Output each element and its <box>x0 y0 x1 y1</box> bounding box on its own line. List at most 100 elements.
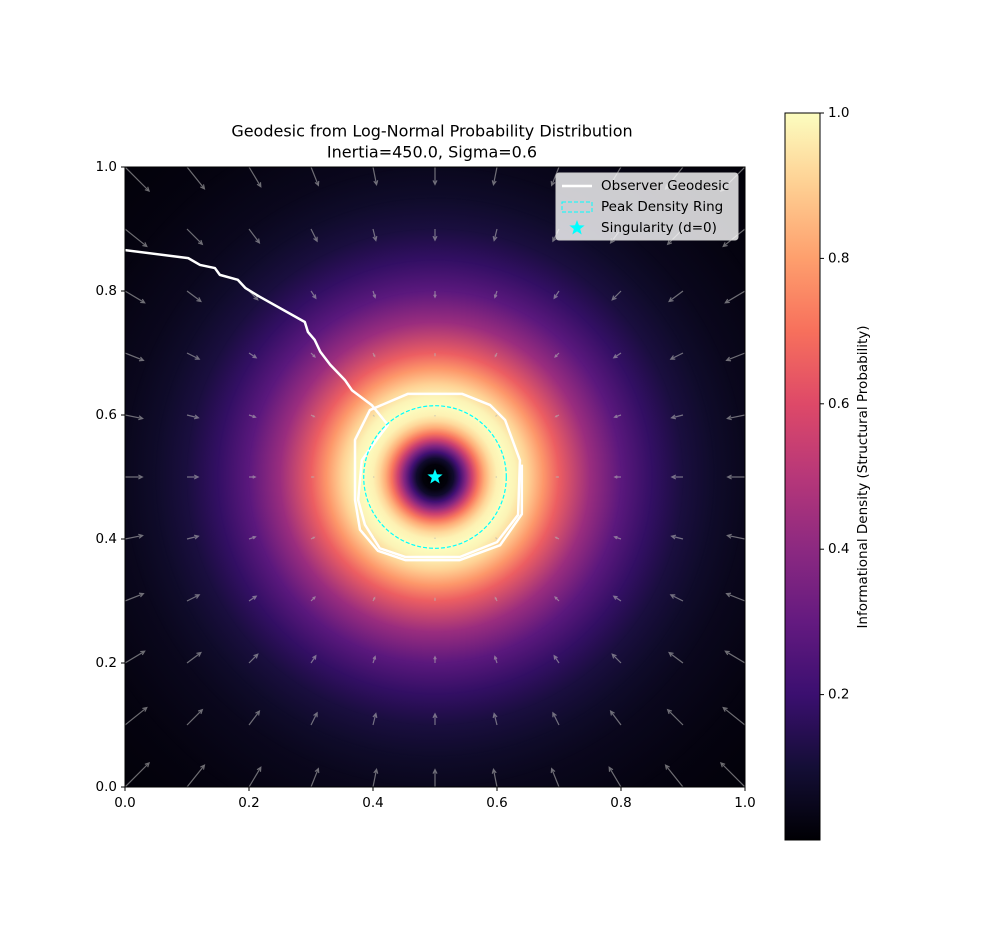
quiver-arrow <box>608 766 622 787</box>
quiver-arrow <box>554 596 560 602</box>
quiver-arrow <box>125 761 151 787</box>
quiver-arrow <box>493 655 498 664</box>
quiver-arrow <box>550 767 560 787</box>
quiver-arrow <box>492 228 498 242</box>
quiver-arrow <box>248 352 258 359</box>
quiver-arrow <box>372 655 377 664</box>
quiver-arrow <box>248 167 262 188</box>
quiver-arrow <box>553 654 560 664</box>
quiver-arrow <box>125 414 144 421</box>
quiver-arrow <box>372 352 376 358</box>
quiver-arrow <box>432 768 438 787</box>
x-tick-label: 1.0 <box>734 795 755 811</box>
quiver-arrow <box>372 228 378 242</box>
quiver-arrow <box>613 414 622 419</box>
quiver-arrow <box>494 352 498 358</box>
quiver-arrow <box>719 761 745 787</box>
quiver-arrow <box>612 595 622 602</box>
quiver-arrow <box>495 414 498 417</box>
quiver-arrow <box>186 764 206 787</box>
quiver-arrow <box>310 767 320 787</box>
x-tick-label: 0.8 <box>610 795 631 811</box>
quiver-arrow <box>125 352 145 362</box>
x-tick-label: 0.6 <box>486 795 507 811</box>
quiver-arrow <box>186 352 201 360</box>
legend-label: Peak Density Ring <box>601 199 723 215</box>
quiver-arrow <box>670 414 684 420</box>
quiver-arrow <box>248 228 261 244</box>
quiver-arrow <box>248 710 261 726</box>
density-contour <box>217 259 653 695</box>
y-tick-label: 0.6 <box>96 407 117 423</box>
quiver-arrow <box>310 536 316 540</box>
quiver-arrow <box>310 290 317 300</box>
colorbar <box>784 112 821 841</box>
quiver-arrow <box>669 352 684 360</box>
quiver-arrow <box>724 650 745 664</box>
quiver-arrow <box>125 167 151 193</box>
quiver-arrow <box>310 414 316 418</box>
quiver-arrow <box>186 708 204 726</box>
density-contour <box>403 445 467 509</box>
colorbar-tick-label: 0.6 <box>828 396 849 412</box>
colorbar-label: Informational Density (Structural Probab… <box>855 325 871 628</box>
density-contour <box>409 451 461 503</box>
density-contour <box>385 427 485 527</box>
quiver-arrow <box>310 596 316 602</box>
quiver-arrow <box>311 475 315 479</box>
quiver-arrow <box>186 594 201 602</box>
quiver-arrow <box>372 414 375 417</box>
quiver-arrow <box>612 352 622 359</box>
quiver-arrow <box>186 534 200 540</box>
quiver-arrow <box>125 228 148 248</box>
y-tick-label: 0.0 <box>96 779 117 795</box>
density-contour <box>378 420 492 534</box>
density-contour <box>422 464 448 490</box>
quiver-arrow <box>722 706 745 726</box>
quiver-arrow <box>668 290 684 303</box>
quiver-arrow <box>491 768 498 787</box>
quiver-arrow <box>125 474 144 480</box>
x-tick-label: 0.4 <box>362 795 383 811</box>
quiver-arrow <box>186 228 204 246</box>
legend-label: Observer Geodesic <box>601 178 729 194</box>
quiver-arrow <box>310 228 318 243</box>
quiver-arrow <box>552 711 560 726</box>
quiver-arrow <box>432 167 438 186</box>
quiver-arrow <box>249 475 257 479</box>
quiver-arrow <box>248 766 262 787</box>
x-tick-label: 0.2 <box>238 795 259 811</box>
quiver-arrow <box>554 414 560 418</box>
y-tick-label: 0.8 <box>96 283 117 299</box>
y-tick-label: 1.0 <box>96 159 117 175</box>
density-contour <box>326 368 544 586</box>
density-contour <box>397 439 473 515</box>
colorbar-tick-label: 0.4 <box>828 541 849 557</box>
quiver-arrow <box>554 536 560 540</box>
quiver-arrow <box>186 167 206 190</box>
quiver-arrow <box>726 414 745 421</box>
quiver-arrow <box>664 764 684 787</box>
quiver-arrow <box>494 596 498 602</box>
quiver-arrow <box>125 592 145 602</box>
quiver-arrow <box>724 290 745 304</box>
density-contour <box>341 383 529 571</box>
legend-key <box>569 220 585 235</box>
quiver-arrow <box>372 290 377 299</box>
quiver-arrow <box>553 290 560 300</box>
quiver-arrow <box>125 650 146 664</box>
density-contour <box>391 433 479 521</box>
quiver-arrow <box>248 535 257 540</box>
legend-label: Singularity (d=0) <box>601 220 717 236</box>
singularity-star <box>427 469 443 484</box>
quiver-arrow <box>670 534 684 540</box>
legend-key <box>561 201 593 213</box>
quiver-arrow <box>310 352 316 358</box>
quiver-arrow <box>611 290 622 301</box>
legend-box <box>555 172 739 241</box>
quiver-arrow <box>310 711 318 726</box>
density-contour <box>416 458 454 496</box>
quiver-arrow <box>666 708 684 726</box>
